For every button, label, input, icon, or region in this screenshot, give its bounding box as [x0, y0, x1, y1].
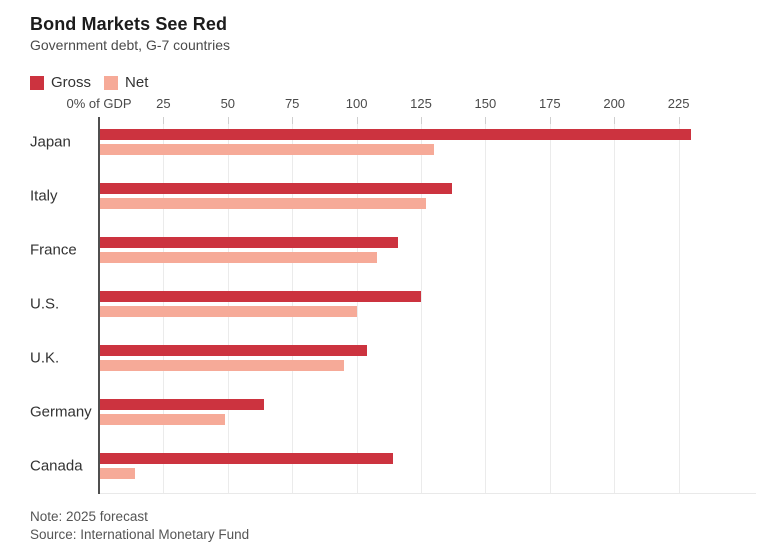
legend-gross-label: Gross [51, 74, 92, 91]
gridline-225 [678, 117, 680, 494]
bar-net-japan [100, 144, 434, 155]
tick-label-75: 75 [284, 96, 300, 111]
legend-gross-swatch [30, 75, 44, 90]
chart-subtitle: Government debt, G-7 countries [30, 37, 230, 53]
tickmark-225 [678, 117, 680, 124]
bar-gross-japan [100, 129, 692, 140]
y-axis-line [98, 117, 100, 494]
country-label-canada: Canada [30, 457, 83, 475]
plot-baseline [99, 493, 756, 494]
tickmark-175 [549, 117, 551, 124]
bar-gross-us [100, 291, 421, 302]
gridline-75 [292, 117, 294, 494]
axis-zero-label: 0% of GDP [66, 96, 132, 111]
tick-label-125: 125 [410, 96, 432, 111]
country-label-germany: Germany [30, 403, 92, 421]
country-label-us: U.S. [30, 295, 60, 313]
bar-gross-italy [100, 183, 452, 194]
bar-net-us [100, 306, 357, 317]
legend: Gross Net [30, 74, 148, 91]
tickmark-100 [356, 117, 358, 124]
legend-item-net: Net [104, 74, 148, 91]
bar-gross-france [100, 237, 398, 248]
chart-note: Note: 2025 forecast [30, 509, 148, 524]
chart-source: Source: International Monetary Fund [30, 527, 250, 542]
tick-label-175: 175 [538, 96, 561, 111]
gridline-150 [485, 117, 487, 494]
chart-title: Bond Markets See Red [30, 14, 228, 34]
gridline-100 [356, 117, 358, 494]
gridline-125 [421, 117, 422, 494]
legend-net-swatch [104, 75, 119, 90]
bar-gross-uk [100, 345, 367, 356]
tick-label-225: 225 [667, 96, 690, 111]
tickmark-150 [485, 117, 487, 124]
country-label-uk: U.K. [30, 349, 60, 367]
country-label-france: France [30, 241, 77, 259]
gridline-200 [614, 117, 616, 494]
gridline-175 [549, 117, 551, 494]
tickmark-200 [614, 117, 616, 124]
country-label-japan: Japan [30, 133, 71, 151]
legend-net-label: Net [125, 74, 149, 91]
bar-net-canada [100, 468, 136, 479]
bar-net-france [100, 252, 378, 263]
tick-label-100: 100 [345, 96, 368, 111]
tickmark-50 [227, 117, 229, 124]
legend-item-gross: Gross [30, 74, 91, 91]
tick-label-50: 50 [220, 96, 236, 111]
gridline-50 [227, 117, 229, 494]
gridline-25 [163, 117, 165, 494]
tickmark-25 [163, 117, 165, 124]
bar-gross-germany [100, 399, 264, 410]
bar-net-italy [100, 198, 427, 209]
tick-label-25: 25 [156, 96, 171, 111]
bar-gross-canada [100, 453, 393, 464]
tickmark-125 [421, 117, 422, 124]
country-label-italy: Italy [30, 187, 58, 205]
bar-net-uk [100, 360, 344, 371]
tick-label-200: 200 [603, 96, 626, 111]
bar-net-germany [100, 414, 226, 425]
tick-label-150: 150 [474, 96, 497, 111]
tickmark-75 [292, 117, 294, 124]
